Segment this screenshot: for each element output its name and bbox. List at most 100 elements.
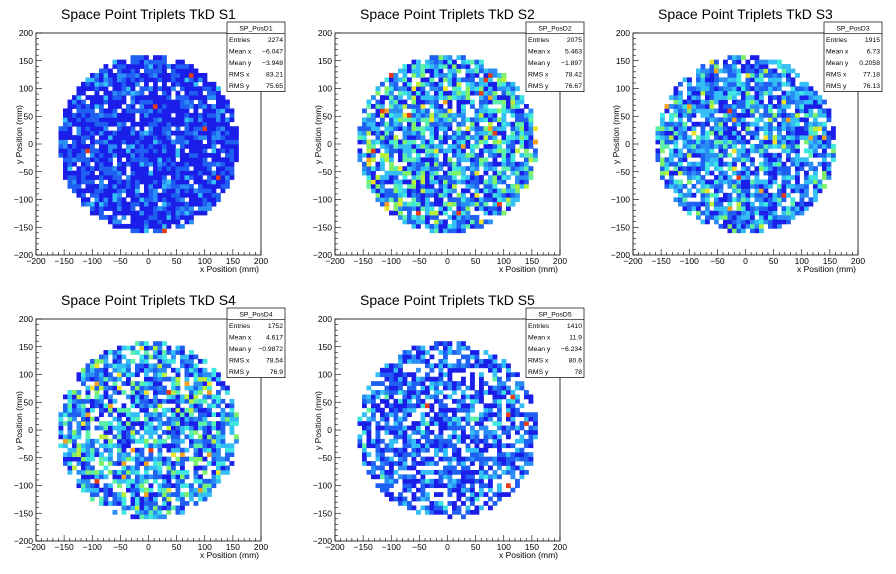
heatmap-cell bbox=[723, 175, 728, 180]
heatmap-cell bbox=[452, 179, 457, 185]
heatmap-cell bbox=[85, 179, 91, 185]
y-tick-label: 150 bbox=[19, 342, 33, 352]
heatmap-cell bbox=[483, 99, 489, 105]
heatmap-cells bbox=[58, 341, 239, 520]
heatmap-cell bbox=[732, 148, 737, 154]
heatmap-cell bbox=[479, 59, 484, 65]
heatmap-cell bbox=[211, 425, 217, 431]
heatmap-cell bbox=[144, 372, 149, 378]
heatmap-cell bbox=[135, 398, 140, 404]
heatmap-cell bbox=[438, 219, 444, 225]
heatmap-cell bbox=[754, 135, 760, 140]
heatmap-cell bbox=[402, 219, 408, 225]
heatmap-cell bbox=[736, 130, 742, 136]
heatmap-cell bbox=[398, 385, 403, 391]
heatmap-cell bbox=[384, 95, 390, 100]
heatmap-cell bbox=[754, 206, 760, 211]
heatmap-cell bbox=[157, 492, 163, 497]
heatmap-cell bbox=[90, 112, 95, 118]
stats-row-value: −6.047 bbox=[262, 48, 283, 55]
heatmap-cell bbox=[524, 112, 529, 118]
heatmap-cell bbox=[673, 179, 679, 185]
heatmap-cell bbox=[763, 104, 769, 109]
heatmap-cell bbox=[425, 483, 430, 489]
heatmap-cell bbox=[162, 108, 167, 114]
heatmap-cell bbox=[76, 188, 82, 194]
heatmap-cell bbox=[135, 367, 140, 373]
heatmap-cell bbox=[184, 72, 190, 78]
heatmap-cell bbox=[121, 130, 127, 136]
heatmap-cell bbox=[732, 130, 737, 136]
heatmap-cell bbox=[402, 68, 408, 74]
heatmap-cell bbox=[416, 166, 421, 171]
heatmap-cell bbox=[117, 99, 122, 105]
heatmap-cell bbox=[407, 121, 412, 127]
heatmap-cell bbox=[804, 161, 809, 167]
heatmap-cell bbox=[727, 228, 733, 234]
heatmap-cell bbox=[171, 179, 176, 185]
heatmap-cell bbox=[85, 376, 91, 382]
heatmap-cell bbox=[380, 469, 385, 475]
heatmap-cell bbox=[447, 64, 453, 69]
heatmap-cell bbox=[175, 139, 181, 145]
heatmap-cell bbox=[58, 412, 64, 418]
heatmap-cell bbox=[425, 188, 430, 194]
heatmap-cell bbox=[673, 108, 679, 114]
heatmap-cell bbox=[144, 64, 149, 69]
heatmap-cell bbox=[718, 179, 724, 185]
heatmap-cell bbox=[384, 175, 390, 180]
heatmap-cell bbox=[492, 148, 498, 154]
heatmap-cell bbox=[108, 492, 113, 497]
heatmap-cell bbox=[108, 452, 113, 457]
heatmap-cell bbox=[528, 108, 534, 114]
heatmap-cell bbox=[139, 514, 145, 520]
heatmap-cell bbox=[139, 192, 145, 198]
heatmap-cell bbox=[189, 121, 194, 127]
heatmap-cell bbox=[461, 188, 466, 194]
heatmap-cell bbox=[488, 197, 493, 203]
heatmap-cell bbox=[85, 456, 91, 462]
heatmap-cell bbox=[139, 117, 145, 123]
heatmap-cell bbox=[189, 434, 194, 440]
heatmap-cell bbox=[130, 398, 136, 404]
heatmap-cell bbox=[76, 157, 82, 163]
heatmap-cell bbox=[121, 99, 127, 105]
heatmap-cell bbox=[438, 72, 444, 78]
heatmap-cell bbox=[229, 416, 235, 422]
heatmap-cell bbox=[366, 461, 372, 466]
heatmap-cell bbox=[371, 179, 376, 185]
heatmap-cell bbox=[768, 77, 773, 83]
heatmap-cell bbox=[443, 201, 448, 207]
heatmap-cell bbox=[768, 201, 773, 207]
heatmap-cell bbox=[732, 170, 737, 176]
heatmap-cell bbox=[171, 170, 176, 176]
heatmap-cell bbox=[184, 376, 190, 382]
heatmap-cell bbox=[157, 438, 163, 444]
heatmap-cell bbox=[189, 206, 194, 211]
heatmap-cell bbox=[434, 152, 439, 158]
heatmap-cell bbox=[189, 416, 194, 422]
heatmap-cell bbox=[198, 412, 203, 418]
heatmap-cell bbox=[384, 469, 390, 475]
heatmap-cell bbox=[781, 170, 787, 176]
heatmap-cell bbox=[117, 492, 122, 497]
heatmap-cell bbox=[81, 461, 86, 466]
heatmap-cell bbox=[447, 81, 453, 87]
heatmap-cell bbox=[501, 179, 507, 185]
heatmap-cell bbox=[434, 121, 439, 127]
heatmap-cell bbox=[99, 487, 104, 493]
heatmap-cell bbox=[407, 215, 412, 220]
heatmap-cell bbox=[732, 68, 737, 74]
heatmap-cell bbox=[678, 161, 683, 167]
heatmap-cell bbox=[768, 95, 773, 100]
heatmap-cell bbox=[438, 90, 444, 96]
heatmap-cell bbox=[781, 72, 787, 78]
heatmap-cell bbox=[393, 452, 399, 457]
heatmap-cell bbox=[750, 179, 755, 185]
heatmap-cell bbox=[184, 394, 190, 400]
heatmap-cell bbox=[380, 152, 385, 158]
heatmap-cell bbox=[99, 157, 104, 163]
heatmap-cell bbox=[371, 95, 376, 100]
heatmap-cell bbox=[745, 210, 751, 216]
